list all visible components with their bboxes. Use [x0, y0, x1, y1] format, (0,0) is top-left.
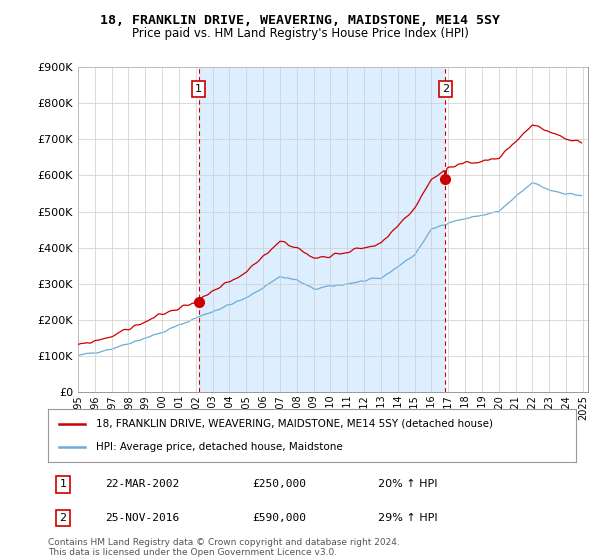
Text: 1: 1	[59, 479, 67, 489]
Text: 2: 2	[59, 513, 67, 523]
Text: 25-NOV-2016: 25-NOV-2016	[105, 513, 179, 523]
Text: Contains HM Land Registry data © Crown copyright and database right 2024.
This d: Contains HM Land Registry data © Crown c…	[48, 538, 400, 557]
Text: 18, FRANKLIN DRIVE, WEAVERING, MAIDSTONE, ME14 5SY (detached house): 18, FRANKLIN DRIVE, WEAVERING, MAIDSTONE…	[95, 419, 493, 429]
Text: 29% ↑ HPI: 29% ↑ HPI	[378, 513, 437, 523]
Text: 2: 2	[442, 84, 449, 94]
Bar	[199, 67, 445, 392]
Text: 22-MAR-2002: 22-MAR-2002	[105, 479, 179, 489]
Text: Price paid vs. HM Land Registry's House Price Index (HPI): Price paid vs. HM Land Registry's House …	[131, 27, 469, 40]
Text: £250,000: £250,000	[252, 479, 306, 489]
Text: 18, FRANKLIN DRIVE, WEAVERING, MAIDSTONE, ME14 5SY: 18, FRANKLIN DRIVE, WEAVERING, MAIDSTONE…	[100, 14, 500, 27]
Text: HPI: Average price, detached house, Maidstone: HPI: Average price, detached house, Maid…	[95, 442, 342, 452]
Text: £590,000: £590,000	[252, 513, 306, 523]
Text: 1: 1	[195, 84, 202, 94]
Text: 20% ↑ HPI: 20% ↑ HPI	[378, 479, 437, 489]
